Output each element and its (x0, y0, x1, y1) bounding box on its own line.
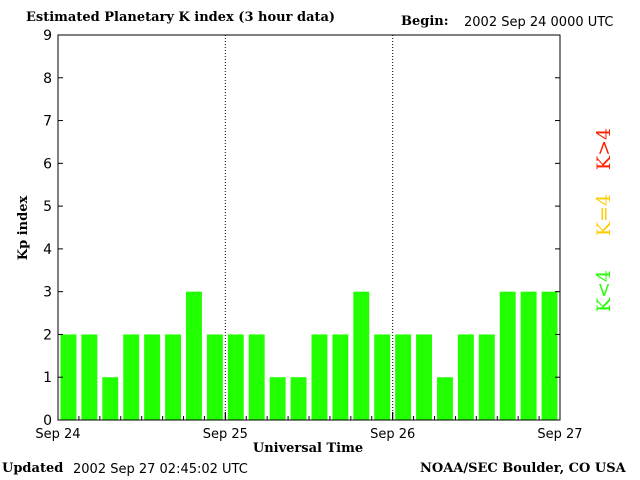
kp-bar-16 (395, 334, 412, 420)
kp-bar-4 (144, 334, 161, 420)
kp-bar-11 (290, 377, 307, 420)
legend-equal: K=4 (593, 193, 615, 237)
x-tick-label-3: Sep 27 (537, 427, 582, 442)
kp-bar-5 (165, 334, 181, 420)
kp-bar-21 (499, 291, 516, 420)
legend-low: K<4 (593, 269, 615, 313)
y-axis-label: Kp index (16, 196, 31, 261)
kp-bar-10 (269, 377, 286, 420)
kp-bar-9 (248, 334, 265, 420)
y-tick-label-5: 5 (43, 199, 52, 215)
begin-label: Begin: (401, 14, 449, 29)
kp-bar-6 (186, 291, 202, 420)
y-tick-label-0: 0 (43, 413, 52, 429)
kp-bar-13 (332, 334, 349, 420)
legend-high: K>4 (593, 127, 615, 171)
chart-title: Estimated Planetary K index (3 hour data… (26, 10, 336, 25)
updated-value: 2002 Sep 27 02:45:02 UTC (73, 462, 248, 477)
kp-bar-1 (81, 334, 98, 420)
y-tick-label-8: 8 (43, 71, 52, 87)
kp-bar-3 (123, 334, 140, 420)
begin-value: 2002 Sep 24 0000 UTC (464, 15, 614, 30)
kp-bar-7 (206, 334, 223, 420)
x-axis-label: Universal Time (253, 441, 363, 456)
y-tick-label-6: 6 (43, 156, 52, 172)
kp-bar-20 (478, 334, 495, 420)
credit: NOAA/SEC Boulder, CO USA (420, 461, 626, 476)
y-tick-label-4: 4 (43, 242, 52, 258)
kp-bar-0 (60, 334, 77, 420)
x-tick-label-2: Sep 26 (370, 427, 415, 442)
y-tick-label-7: 7 (43, 114, 52, 130)
x-tick-label-0: Sep 24 (35, 427, 80, 442)
kp-bar-14 (353, 291, 370, 420)
kp-bar-22 (520, 291, 537, 420)
y-tick-label-3: 3 (43, 285, 52, 301)
kp-bar-12 (311, 334, 328, 420)
y-tick-label-2: 2 (43, 327, 52, 343)
kp-bar-17 (416, 334, 432, 420)
kp-bar-2 (102, 377, 119, 420)
y-tick-label-9: 9 (43, 28, 52, 44)
kp-bar-8 (227, 334, 244, 420)
kp-bar-18 (437, 377, 453, 420)
x-tick-label-1: Sep 25 (203, 427, 248, 442)
kp-bar-19 (457, 334, 474, 420)
updated-label: Updated (2, 461, 64, 476)
y-tick-label-1: 1 (43, 370, 52, 386)
kp-bar-15 (374, 334, 391, 420)
kp-bar-23 (541, 291, 558, 420)
